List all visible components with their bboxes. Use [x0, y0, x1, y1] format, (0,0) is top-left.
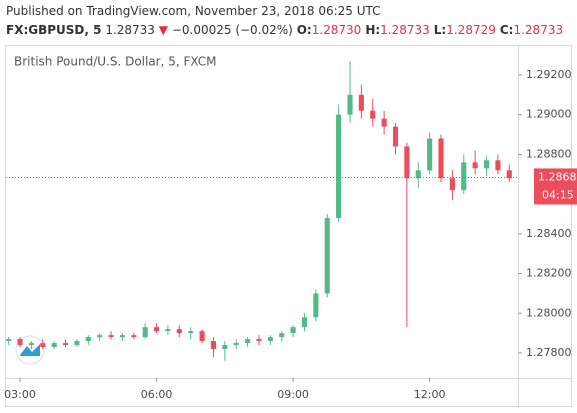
candle-body [461, 162, 467, 191]
change: −0.00025 (−0.02%) [171, 23, 293, 37]
candle-body [222, 345, 228, 350]
candle-body [85, 337, 91, 342]
arrow: ▼ [158, 23, 168, 37]
candle-body [74, 341, 80, 346]
candle-body [97, 335, 103, 338]
candle-body [233, 343, 239, 346]
ohlc-value: 1.28730 [311, 23, 362, 37]
ohlc-key: H: [365, 23, 381, 37]
candle-body [199, 331, 205, 342]
y-tick-label: 1.29200 [526, 68, 572, 81]
ohlc: O:1.28730 H:1.28733 L:1.28729 C:1.28733 [297, 23, 567, 37]
quote-line: FX:GBPUSD, 5 1.28733 ▼ −0.00025 (−0.02%)… [6, 21, 567, 40]
x-tick-label: 06:00 [141, 388, 173, 401]
candle-body [108, 335, 114, 338]
candle-body [381, 118, 387, 127]
x-tick-label: 03:00 [4, 388, 36, 401]
candle-body [119, 335, 125, 338]
candle-body [256, 339, 262, 342]
y-tick-label: 1.28400 [526, 227, 572, 240]
countdown: 04:15 [542, 188, 574, 201]
candle-body [28, 343, 34, 346]
ohlc-key: O: [296, 23, 312, 37]
published: Published on TradingView.com, November 2… [6, 4, 381, 18]
y-tick-label: 1.28000 [526, 306, 572, 319]
candle-body [188, 331, 194, 334]
symbol: FX:GBPUSD, 5 [6, 23, 102, 37]
logo [15, 335, 45, 365]
ohlc-key: C: [499, 23, 514, 37]
candle-body [165, 329, 171, 332]
candle-body [336, 114, 342, 218]
x-tick-label: 09:00 [277, 388, 309, 401]
candle-body [472, 162, 478, 169]
candle-body [131, 335, 137, 338]
candle-body [176, 329, 182, 334]
candle-body [347, 94, 353, 115]
last: 1.28733 [105, 23, 155, 37]
candle-body [6, 339, 12, 342]
candle-body [301, 317, 308, 328]
candle-body [290, 327, 296, 334]
candle-body [62, 343, 69, 346]
candle-body [427, 138, 433, 171]
ohlc-value: 1.28733 [513, 23, 564, 37]
y-tick-label: 1.28800 [526, 147, 572, 160]
chart-title: British Pound/U.S. Dollar, 5, FXCM [14, 55, 217, 69]
candle-body [506, 170, 512, 179]
candle-body [279, 333, 285, 338]
candle-body [483, 160, 490, 169]
ohlc-key: L: [433, 23, 447, 37]
candle-body [267, 337, 273, 342]
candle-body [154, 327, 160, 332]
candle-body [324, 217, 330, 294]
candle-body [438, 138, 444, 179]
candle-body [392, 126, 399, 147]
y-tick-label: 1.27800 [526, 346, 572, 359]
candle-body [495, 160, 501, 171]
y-tick-label: 1.28200 [526, 267, 572, 280]
candle-body [142, 327, 148, 338]
x-tick-label: 12:00 [414, 388, 446, 401]
candle-body [358, 94, 364, 111]
candle-body [404, 146, 410, 179]
last-price-badge [534, 168, 577, 205]
candle-body [449, 178, 455, 191]
header: Published on TradingView.com, November 2… [6, 2, 567, 40]
candle-body [415, 170, 421, 179]
candle-body [51, 343, 57, 348]
chart-frame [5, 45, 572, 407]
candle-body [210, 341, 217, 350]
candle-body [245, 339, 251, 344]
ohlc-value: 1.28733 [380, 23, 430, 37]
candle-body [313, 293, 319, 318]
y-tick-label: 1.29000 [526, 108, 572, 121]
last-price-label: 1.28684 [538, 170, 577, 183]
candle-body [40, 343, 46, 348]
candle-body [370, 110, 376, 119]
candle-body [17, 339, 23, 346]
ohlc-value: 1.28729 [446, 23, 496, 37]
